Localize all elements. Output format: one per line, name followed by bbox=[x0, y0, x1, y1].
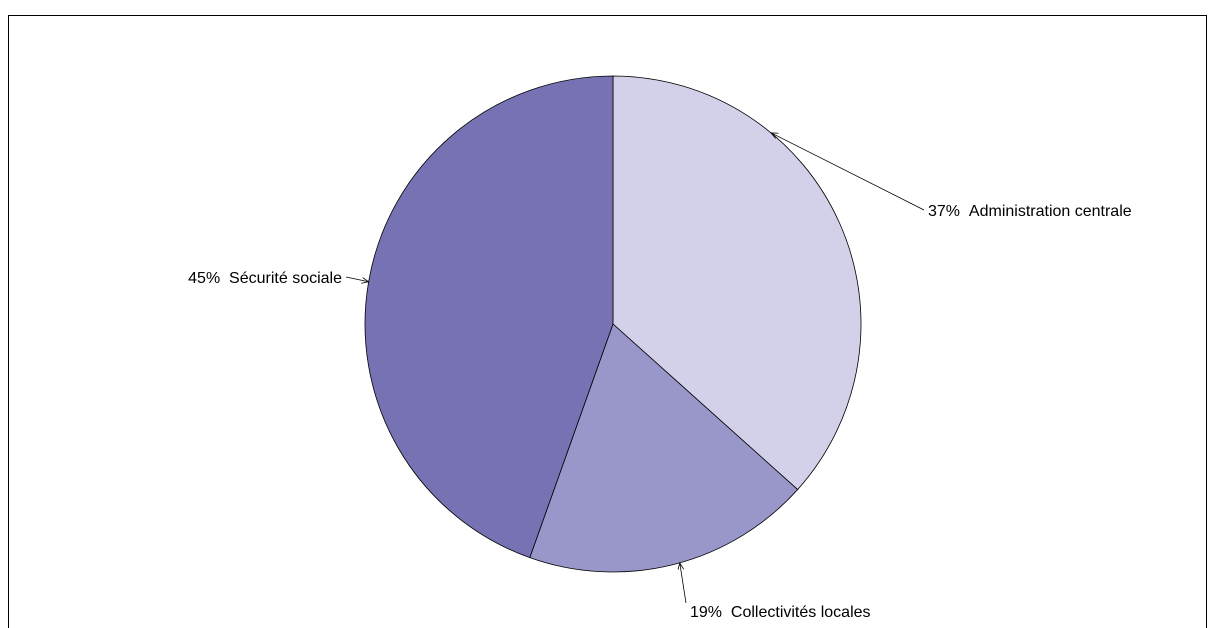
leader-line-1 bbox=[771, 133, 925, 211]
leader-line-3 bbox=[345, 276, 369, 282]
pie-slice-1 bbox=[612, 75, 862, 491]
slice-label-2: 19% Collectivités locales bbox=[690, 604, 871, 621]
slice-label-3: 45% Sécurité sociale bbox=[188, 270, 342, 287]
slice-label-1: 37% Administration centrale bbox=[928, 203, 1132, 220]
pie-slice-2 bbox=[529, 323, 799, 573]
leader-line-2 bbox=[680, 563, 687, 604]
chart-frame bbox=[8, 15, 1207, 628]
